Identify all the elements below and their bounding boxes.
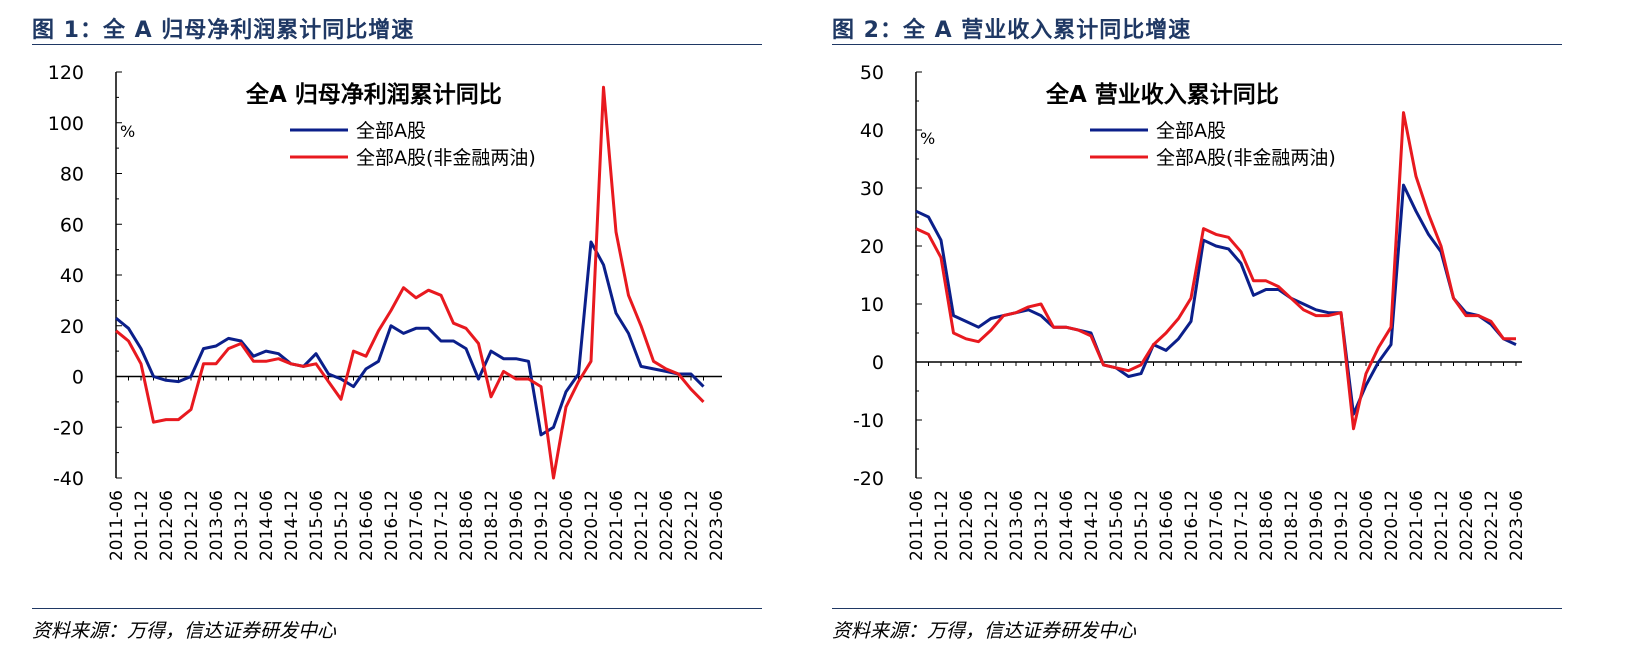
y-tick-label: -20 bbox=[53, 417, 84, 439]
figure-1-top-rule bbox=[32, 44, 762, 45]
x-tick-label: 2011-12 bbox=[932, 490, 952, 561]
x-tick-label: 2014-12 bbox=[1082, 490, 1102, 561]
y-tick-label: 120 bbox=[48, 62, 84, 84]
x-tick-label: 2013-06 bbox=[1007, 490, 1027, 561]
x-tick-label: 2022-12 bbox=[682, 490, 702, 561]
y-tick-label: -40 bbox=[53, 468, 84, 490]
figure-2-caption: 图 2：全 A 营业收入累计同比增速 bbox=[832, 18, 1192, 43]
y-tick-label: 20 bbox=[60, 316, 84, 338]
x-tick-label: 2017-06 bbox=[407, 490, 427, 561]
x-tick-label: 2012-12 bbox=[982, 490, 1002, 561]
y-unit-label: % bbox=[920, 129, 935, 148]
x-tick-label: 2011-06 bbox=[107, 490, 127, 561]
figure-2-top-rule bbox=[832, 44, 1562, 45]
x-tick-label: 2020-06 bbox=[557, 490, 577, 561]
x-tick-label: 2013-12 bbox=[1032, 490, 1052, 561]
y-tick-label: 40 bbox=[860, 120, 884, 142]
y-tick-label: 20 bbox=[860, 236, 884, 258]
legend-label: 全部A股(非金融两油) bbox=[1156, 147, 1336, 169]
figure-2-bottom-rule bbox=[832, 608, 1562, 609]
x-tick-label: 2016-06 bbox=[1157, 490, 1177, 561]
x-tick-label: 2017-12 bbox=[432, 490, 452, 561]
x-tick-label: 2014-12 bbox=[282, 490, 302, 561]
series-line-1 bbox=[915, 183, 1517, 416]
x-tick-label: 2021-06 bbox=[607, 490, 627, 561]
figure-1-panel: 图 1：全 A 归母净利润累计同比增速 -40 -20 0 20 40 60 80 100 12… bbox=[32, 0, 792, 646]
x-tick-label: 2012-12 bbox=[182, 490, 202, 561]
x-tick-label: 2019-06 bbox=[1307, 490, 1327, 561]
x-tick-label: 2015-06 bbox=[307, 490, 327, 561]
y-unit-label: % bbox=[120, 122, 135, 141]
y-tick-label: -20 bbox=[853, 468, 884, 490]
x-tick-label: 2021-12 bbox=[1432, 490, 1452, 561]
figure-1-source: 资料来源：万得，信达证券研发中心 bbox=[32, 620, 337, 642]
x-tick-label: 2016-12 bbox=[1182, 490, 1202, 561]
x-tick-label: 2021-12 bbox=[632, 490, 652, 561]
x-tick-label: 2016-06 bbox=[357, 490, 377, 561]
y-tick-label: 10 bbox=[860, 294, 884, 316]
x-tick-label: 2015-12 bbox=[332, 490, 352, 561]
y-tick-label: 60 bbox=[60, 214, 84, 236]
x-tick-label: 2016-12 bbox=[382, 490, 402, 561]
y-tick-label: 100 bbox=[48, 113, 84, 135]
figure-1-bottom-rule bbox=[32, 608, 762, 609]
x-tick-label: 2011-06 bbox=[907, 490, 927, 561]
x-tick-label: 2012-06 bbox=[157, 490, 177, 561]
x-tick-label: 2018-12 bbox=[482, 490, 502, 561]
x-tick-label: 2019-12 bbox=[532, 490, 552, 561]
chart-title: 全A 归母净利润累计同比 bbox=[245, 81, 502, 108]
x-tick-label: 2017-12 bbox=[1232, 490, 1252, 561]
x-tick-label: 2020-12 bbox=[582, 490, 602, 561]
legend-label: 全部A股(非金融两油) bbox=[356, 147, 536, 169]
series-line-1 bbox=[115, 240, 705, 437]
x-tick-label: 2014-06 bbox=[1057, 490, 1077, 561]
y-tick-label: 0 bbox=[72, 367, 84, 389]
x-tick-label: 2018-06 bbox=[1257, 490, 1277, 561]
x-tick-label: 2020-12 bbox=[1382, 490, 1402, 561]
x-tick-label: 2023-06 bbox=[707, 490, 727, 561]
y-tick-label: -10 bbox=[853, 410, 884, 432]
y-tick-label: 30 bbox=[860, 178, 884, 200]
x-tick-label: 2019-12 bbox=[1332, 490, 1352, 561]
figure-2-source: 资料来源：万得，信达证券研发中心 bbox=[832, 620, 1137, 642]
x-tick-label: 2020-06 bbox=[1357, 490, 1377, 561]
x-tick-label: 2022-06 bbox=[1457, 490, 1477, 561]
series-line-2 bbox=[915, 111, 1516, 431]
x-tick-label: 2022-06 bbox=[657, 490, 677, 561]
x-tick-label: 2018-12 bbox=[1282, 490, 1302, 561]
chart-title: 全A 营业收入累计同比 bbox=[1045, 81, 1279, 108]
x-tick-label: 2015-12 bbox=[1132, 490, 1152, 561]
figure-1-caption: 图 1：全 A 归母净利润累计同比增速 bbox=[32, 18, 415, 43]
x-tick-label: 2013-12 bbox=[232, 490, 252, 561]
y-tick-label: 50 bbox=[860, 62, 884, 84]
series-line-2 bbox=[115, 85, 705, 480]
x-tick-label: 2019-06 bbox=[507, 490, 527, 561]
x-tick-label: 2011-12 bbox=[132, 490, 152, 561]
y-tick-label: 0 bbox=[872, 352, 884, 374]
x-tick-label: 2023-06 bbox=[1507, 490, 1527, 561]
legend-label: 全部A股 bbox=[356, 120, 426, 142]
x-tick-label: 2022-12 bbox=[1482, 490, 1502, 561]
legend-label: 全部A股 bbox=[1156, 120, 1226, 142]
x-tick-label: 2021-06 bbox=[1407, 490, 1427, 561]
y-tick-label: 80 bbox=[60, 164, 84, 186]
x-tick-label: 2018-06 bbox=[457, 490, 477, 561]
x-tick-label: 2015-06 bbox=[1107, 490, 1127, 561]
y-tick-label: 40 bbox=[60, 265, 84, 287]
x-tick-label: 2013-06 bbox=[207, 490, 227, 561]
x-tick-label: 2014-06 bbox=[257, 490, 277, 561]
x-tick-label: 2012-06 bbox=[957, 490, 977, 561]
figure-2-panel: 图 2：全 A 营业收入累计同比增速 -20 -10 0 10 20 30 40 50% 201… bbox=[832, 0, 1592, 646]
x-tick-label: 2017-06 bbox=[1207, 490, 1227, 561]
